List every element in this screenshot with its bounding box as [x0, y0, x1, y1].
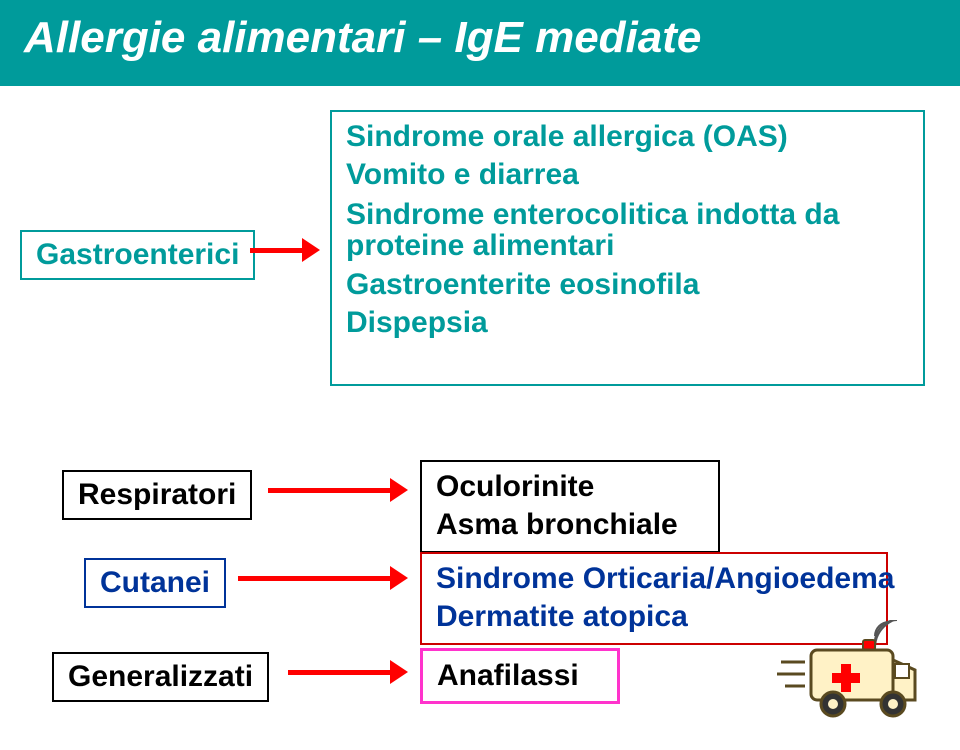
- symptom-item: Asma bronchiale: [436, 506, 704, 544]
- group-respiratori: Oculorinite Asma bronchiale: [420, 460, 720, 553]
- ambulance-svg: [775, 620, 925, 730]
- slide-title: Allergie alimentari – IgE mediate: [24, 14, 936, 62]
- symptom-item: Gastroenterite eosinofila: [346, 266, 909, 304]
- category-label: Cutanei: [100, 566, 210, 599]
- group-generalizzati: Anafilassi: [420, 648, 620, 704]
- slide-canvas: { "layout": { "width": 960, "height": 75…: [0, 0, 960, 750]
- symptom-item: Oculorinite: [436, 468, 704, 506]
- symptom-item: Anafilassi: [437, 657, 603, 695]
- category-label: Respiratori: [78, 478, 236, 511]
- category-generalizzati: Generalizzati: [52, 652, 269, 702]
- category-respiratori: Respiratori: [62, 470, 252, 520]
- symptom-item: Sindrome Orticaria/Angioedema: [436, 560, 872, 598]
- symptom-item: Dispepsia: [346, 304, 909, 342]
- title-bar: Allergie alimentari – IgE mediate: [0, 0, 960, 86]
- ambulance-icon: [775, 620, 925, 730]
- group-gastroenterici: Sindrome orale allergica (OAS) Vomito e …: [330, 110, 925, 386]
- symptom-item: Sindrome enterocolitica indotta da prote…: [346, 199, 909, 262]
- category-gastroenterici: Gastroenterici: [20, 230, 255, 280]
- category-label: Generalizzati: [68, 660, 253, 693]
- category-label: Gastroenterici: [36, 238, 239, 271]
- category-cutanei: Cutanei: [84, 558, 226, 608]
- symptom-item: Vomito e diarrea: [346, 156, 909, 194]
- symptom-item: Sindrome orale allergica (OAS): [346, 118, 909, 156]
